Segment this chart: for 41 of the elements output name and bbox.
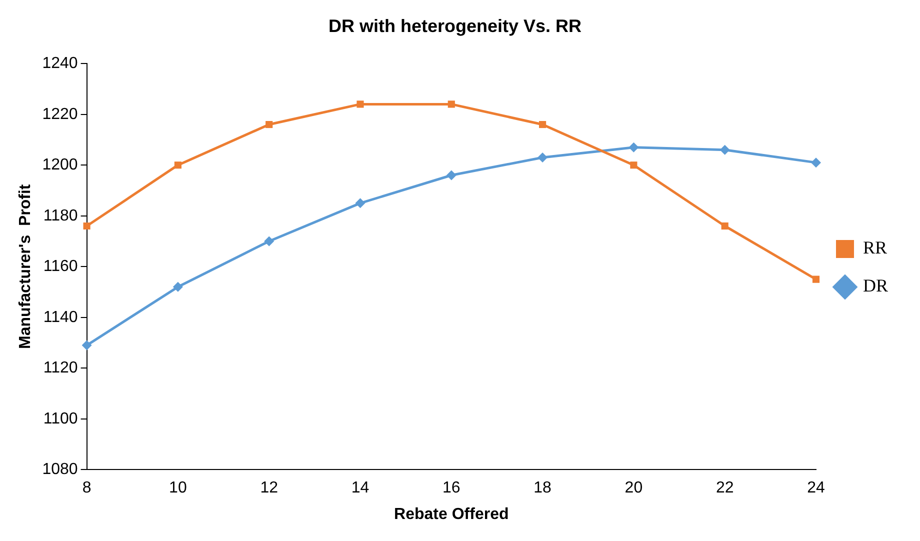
- point: [628, 142, 639, 152]
- point: [539, 120, 546, 128]
- x-tick-label: 12: [260, 480, 278, 497]
- point: [356, 100, 364, 108]
- y-tick-label: 1160: [43, 258, 78, 276]
- point: [174, 162, 182, 169]
- x-axis-title: Rebate Offered: [394, 506, 509, 523]
- point: [266, 120, 273, 128]
- y-tick-label: 1080: [42, 461, 78, 478]
- point: [264, 236, 274, 246]
- chart-title: DR with heterogeneity Vs. RR: [328, 16, 582, 36]
- point: [538, 152, 548, 162]
- x-tick-label: 24: [807, 480, 825, 497]
- x-tick-label: 8: [82, 480, 92, 497]
- point: [812, 276, 820, 283]
- point: [355, 198, 366, 208]
- y-axis-title: Manufacturer's Profit: [17, 184, 34, 349]
- x-tick-label: 20: [624, 480, 643, 497]
- y-tick-label: 1180: [43, 207, 78, 224]
- y-tick-label: 1200: [42, 156, 78, 174]
- point: [172, 282, 183, 292]
- legend-label: DR: [862, 276, 888, 296]
- x-tick-label: 18: [534, 480, 552, 497]
- point: [448, 100, 455, 108]
- point: [720, 144, 730, 155]
- point: [82, 340, 92, 350]
- y-tick-label: 1220: [42, 106, 78, 123]
- x-tick-label: 22: [716, 480, 734, 497]
- point: [446, 170, 456, 180]
- point: [810, 158, 821, 168]
- legend-label: RR: [862, 238, 888, 258]
- x-tick-label: 10: [169, 480, 187, 497]
- point: [721, 222, 728, 230]
- y-tick-label: 1120: [43, 360, 78, 377]
- y-tick-label: 1240: [42, 55, 78, 72]
- x-tick-label: 16: [442, 480, 460, 497]
- y-tick-label: 1140: [43, 308, 78, 326]
- point: [83, 222, 90, 230]
- point: [630, 162, 638, 169]
- y-tick-label: 1100: [43, 410, 78, 428]
- x-tick-label: 14: [351, 480, 370, 497]
